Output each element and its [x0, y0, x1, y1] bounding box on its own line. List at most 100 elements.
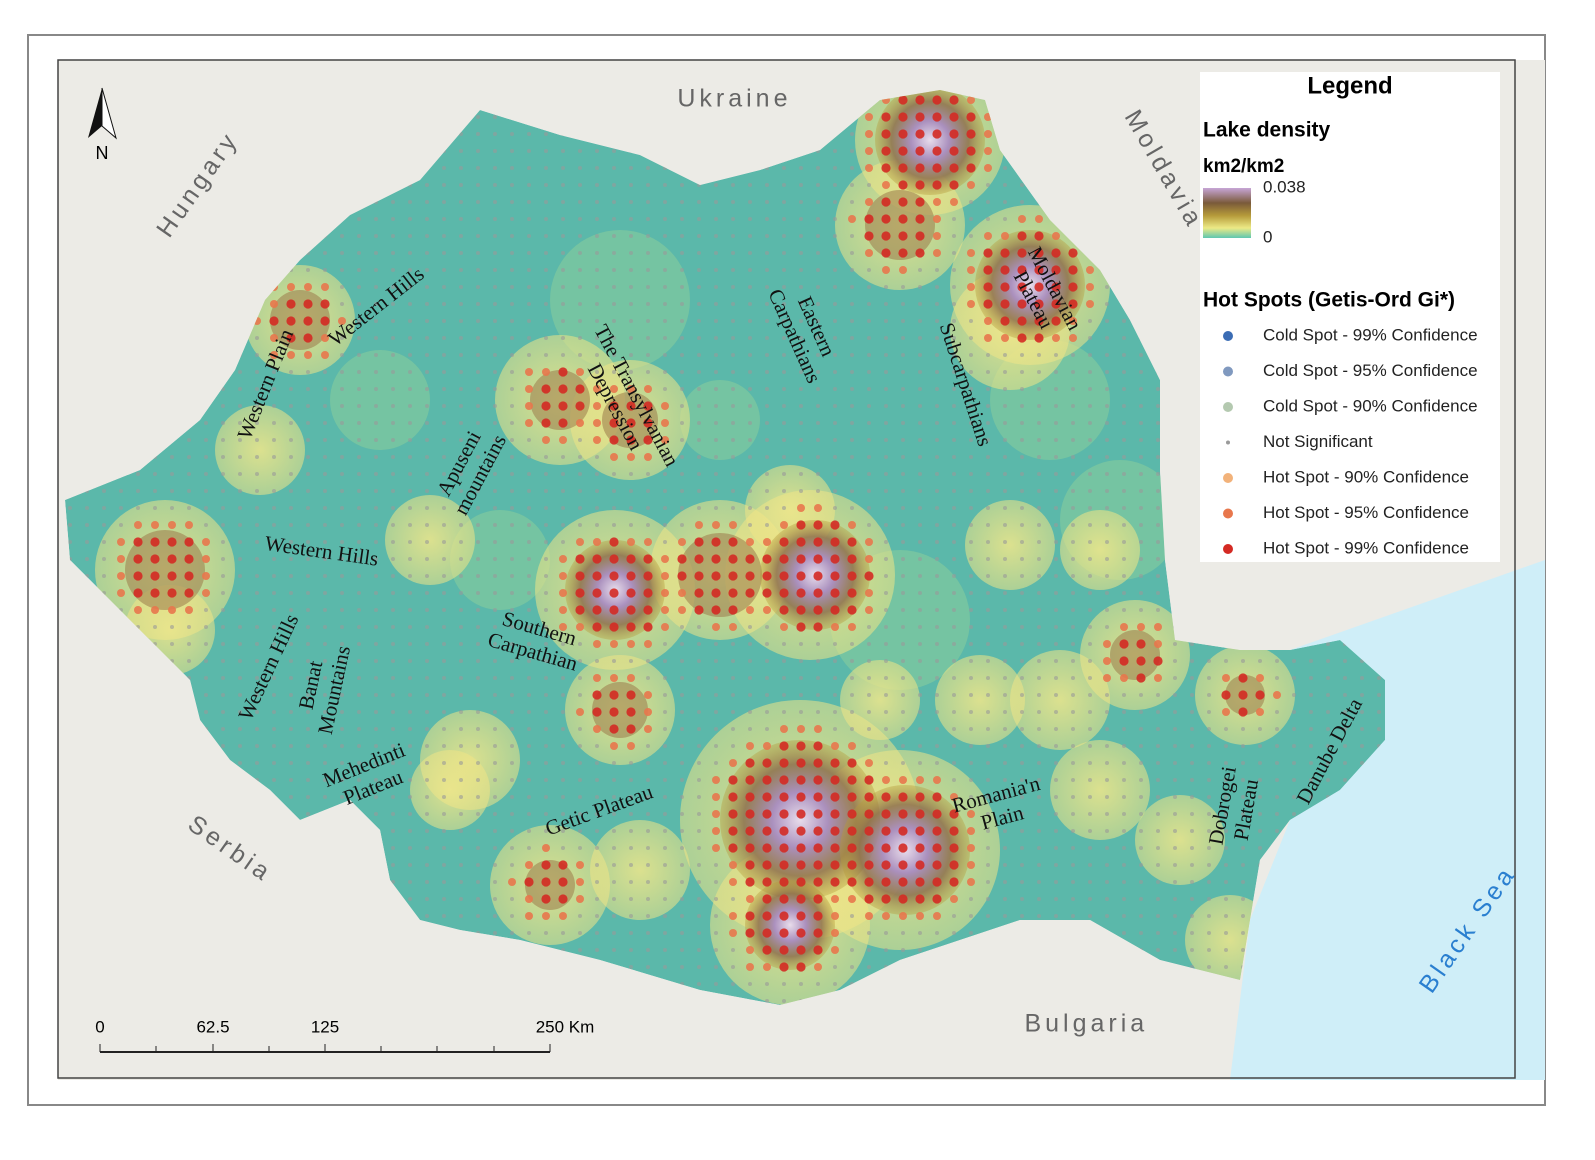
- not-significant-dot: [289, 608, 293, 612]
- not-significant-dot: [816, 693, 820, 697]
- hot-spot-dot: [779, 962, 789, 972]
- hot-spot-dot: [967, 810, 975, 818]
- not-significant-dot: [493, 489, 497, 493]
- not-significant-dot: [510, 353, 514, 357]
- not-significant-dot: [680, 931, 684, 935]
- hot-spot-dot: [304, 283, 312, 291]
- not-significant-dot: [510, 897, 514, 901]
- density-low: [680, 380, 760, 460]
- not-significant-dot: [1190, 812, 1194, 816]
- hot-spot-dot: [762, 911, 772, 921]
- not-significant-dot: [561, 336, 565, 340]
- not-significant-dot: [476, 319, 480, 323]
- not-significant-dot: [578, 676, 582, 680]
- not-significant-dot: [238, 761, 242, 765]
- hot-spot-dot: [508, 878, 516, 886]
- not-significant-dot: [1088, 676, 1092, 680]
- not-significant-dot: [238, 591, 242, 595]
- hot-spot-dot: [558, 894, 568, 904]
- not-significant-dot: [170, 506, 174, 510]
- hot-spot-dot: [728, 588, 738, 598]
- not-significant-dot: [1139, 540, 1143, 544]
- not-significant-dot: [544, 353, 548, 357]
- not-significant-dot: [1003, 455, 1007, 459]
- not-significant-dot: [1105, 880, 1109, 884]
- hot-spot-dot: [1136, 656, 1146, 666]
- not-significant-dot: [510, 523, 514, 527]
- not-significant-dot: [510, 234, 514, 238]
- not-significant-dot: [306, 506, 310, 510]
- hot-spot-dot: [712, 521, 720, 529]
- not-significant-dot: [204, 489, 208, 493]
- not-significant-dot: [765, 659, 769, 663]
- hot-spot-dot: [729, 861, 737, 869]
- not-significant-dot: [1003, 438, 1007, 442]
- not-significant-dot: [561, 234, 565, 238]
- hot-spot-dot: [796, 860, 806, 870]
- not-significant-dot: [1003, 370, 1007, 374]
- not-significant-dot: [901, 727, 905, 731]
- not-significant-dot: [884, 948, 888, 952]
- hot-spot-dot: [915, 826, 925, 836]
- not-significant-dot: [918, 353, 922, 357]
- not-significant-dot: [867, 523, 871, 527]
- not-significant-dot: [1020, 846, 1024, 850]
- not-significant-dot: [1054, 642, 1058, 646]
- hot-spot-dot: [779, 588, 789, 598]
- not-significant-dot: [816, 659, 820, 663]
- not-significant-dot: [612, 914, 616, 918]
- not-significant-dot: [391, 608, 395, 612]
- hot-spot-dot: [525, 912, 533, 920]
- not-significant-dot: [629, 914, 633, 918]
- hot-spot-dot: [1136, 639, 1146, 649]
- not-significant-dot: [612, 472, 616, 476]
- not-significant-dot: [323, 472, 327, 476]
- not-significant-dot: [272, 489, 276, 493]
- not-significant-dot: [340, 540, 344, 544]
- not-significant-dot: [1173, 676, 1177, 680]
- not-significant-dot: [527, 183, 531, 187]
- map-frame: [57, 59, 1516, 1079]
- not-significant-dot: [731, 421, 735, 425]
- not-significant-dot: [459, 183, 463, 187]
- not-significant-dot: [476, 132, 480, 136]
- not-significant-dot: [153, 625, 157, 629]
- not-significant-dot: [510, 268, 514, 272]
- not-significant-dot: [1377, 693, 1381, 697]
- not-significant-dot: [1071, 659, 1075, 663]
- not-significant-dot: [425, 455, 429, 459]
- not-significant-dot: [816, 404, 820, 408]
- not-significant-dot: [782, 251, 786, 255]
- not-significant-dot: [1088, 778, 1092, 782]
- hot-spot-dot: [541, 401, 551, 411]
- not-significant-dot: [1105, 693, 1109, 697]
- not-significant-dot: [1054, 506, 1058, 510]
- not-significant-dot: [1037, 795, 1041, 799]
- legend-marker: [1223, 473, 1233, 483]
- hot-spot-dot: [542, 912, 550, 920]
- not-significant-dot: [1020, 676, 1024, 680]
- not-significant-dot: [459, 693, 463, 697]
- hot-spot-dot: [831, 946, 839, 954]
- not-significant-dot: [935, 302, 939, 306]
- not-significant-dot: [476, 336, 480, 340]
- not-significant-dot: [986, 829, 990, 833]
- not-significant-dot: [561, 319, 565, 323]
- not-significant-dot: [323, 710, 327, 714]
- hot-spot-dot: [117, 538, 125, 546]
- not-significant-dot: [1258, 761, 1262, 765]
- not-significant-dot: [918, 302, 922, 306]
- hot-spot-dot: [575, 384, 585, 394]
- not-significant-dot: [544, 642, 548, 646]
- not-significant-dot: [1071, 761, 1075, 765]
- hot-spot-dot: [796, 554, 806, 564]
- not-significant-dot: [782, 183, 786, 187]
- not-significant-dot: [850, 132, 854, 136]
- not-significant-dot: [238, 489, 242, 493]
- not-significant-dot: [1207, 965, 1211, 969]
- not-significant-dot: [391, 778, 395, 782]
- not-significant-dot: [816, 982, 820, 986]
- not-significant-dot: [1207, 659, 1211, 663]
- not-significant-dot: [833, 489, 837, 493]
- hot-spot-dot: [830, 792, 840, 802]
